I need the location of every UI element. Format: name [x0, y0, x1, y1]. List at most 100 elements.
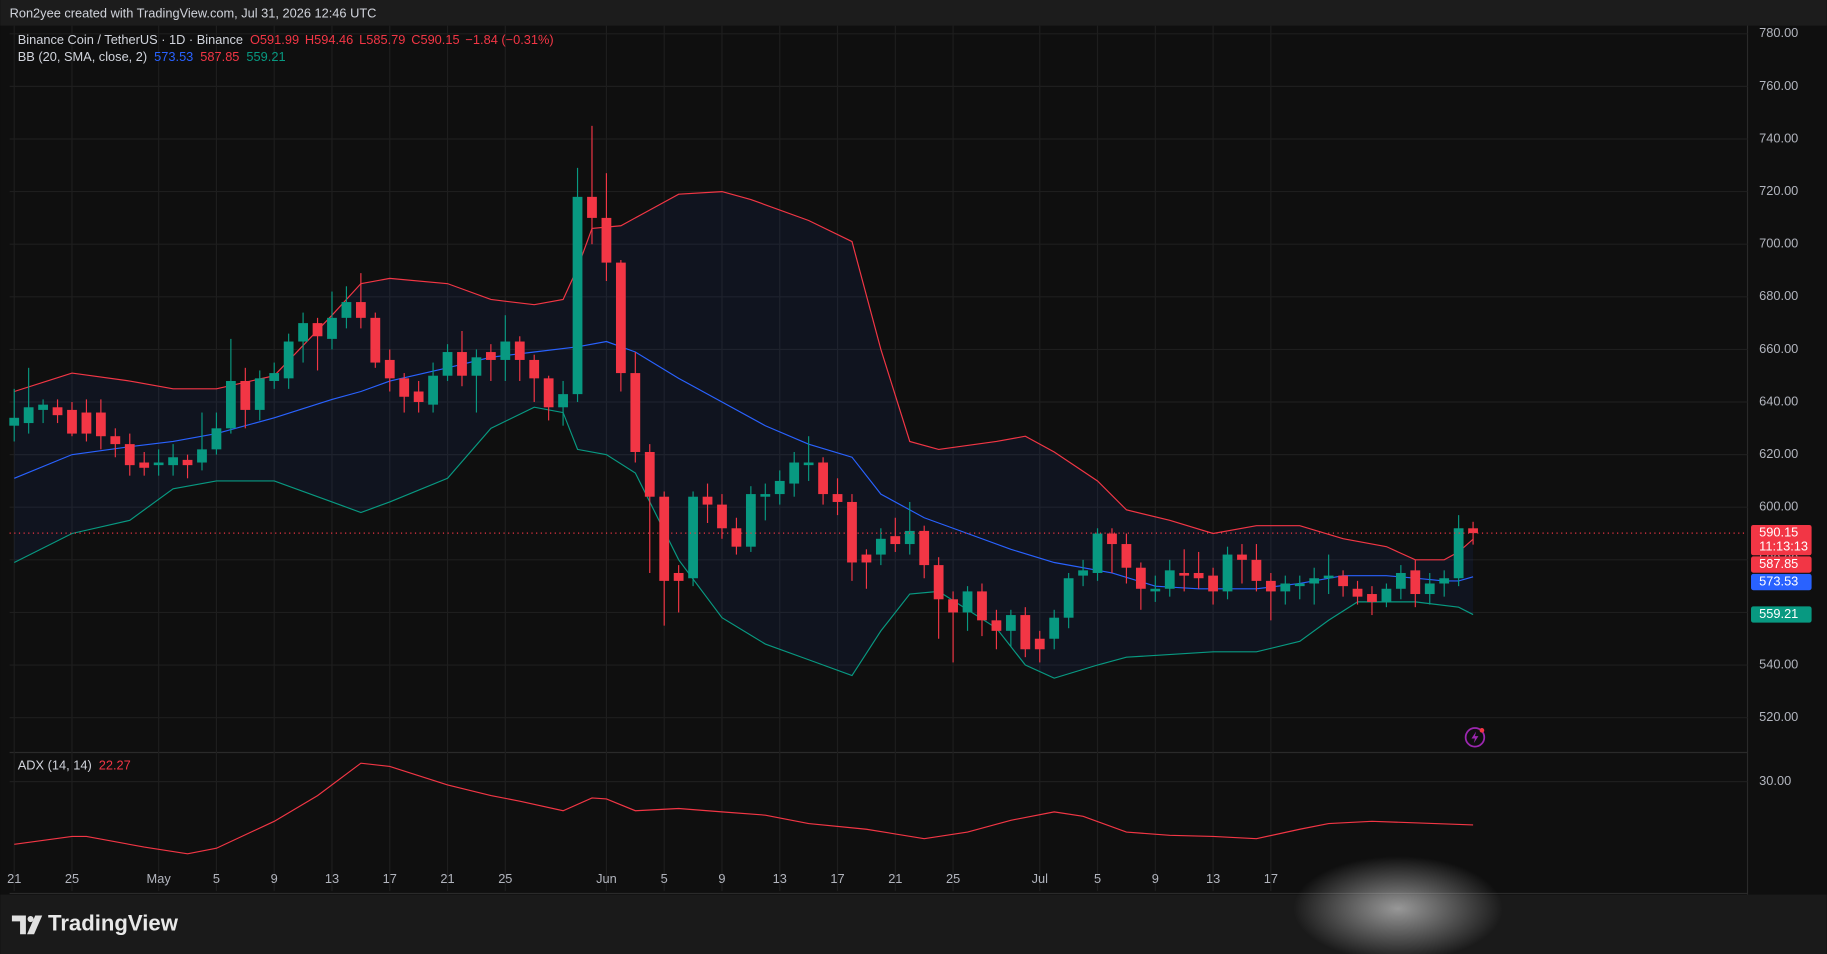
candle-body [124, 444, 135, 466]
logo-mark-2 [27, 916, 34, 923]
adx-legend: ADX (14, 14) 22.27 [18, 758, 131, 773]
candle-body [139, 462, 150, 468]
x-tick-label: 25 [65, 871, 79, 886]
x-tick-label: 13 [773, 871, 787, 886]
candle-body [1352, 588, 1363, 597]
brand-name: TradingView [48, 911, 179, 936]
ohlc-high: H594.46 [305, 32, 353, 47]
candle-body [1237, 554, 1247, 560]
price-axis: 520.00540.00560.00580.00600.00620.00640.… [7, 25, 1812, 886]
y-tick-label: 660.00 [1759, 341, 1798, 356]
ohlc-open: O591.99 [250, 32, 299, 47]
candle-body [789, 462, 800, 484]
x-tick-label: 9 [1152, 871, 1159, 886]
candle-body [52, 407, 63, 416]
ohlc-low: L585.79 [359, 32, 405, 47]
candle-body [1424, 583, 1435, 595]
y-tick-label: 740.00 [1759, 130, 1798, 145]
candle-body [1049, 617, 1060, 639]
candle-body [933, 565, 944, 600]
ohlc-close: C590.15 [411, 32, 459, 47]
candle-body [601, 217, 612, 263]
candle-body [1179, 572, 1190, 576]
x-tick-label: 17 [383, 871, 397, 886]
candle-body [1005, 615, 1016, 631]
candle-body [9, 417, 20, 426]
candle-body [283, 341, 294, 379]
x-tick-label: 5 [213, 871, 220, 886]
adx-label: ADX (14, 14) [18, 758, 92, 773]
bb-upper-value: 587.85 [200, 50, 239, 65]
candle-body [818, 462, 828, 495]
x-tick-label: 5 [661, 871, 668, 886]
x-tick-label: 13 [325, 871, 339, 886]
candle-body [1381, 588, 1392, 602]
grid [9, 25, 1748, 892]
candle-body [23, 407, 34, 424]
candle-body [240, 380, 251, 410]
candle-body [832, 494, 843, 502]
candle-body [341, 302, 352, 318]
price-tag-label: 587.85 [1759, 556, 1798, 571]
candle-body [110, 436, 121, 445]
price-tag [1751, 524, 1812, 556]
candle-body [948, 599, 958, 613]
y-tick-label: 780.00 [1759, 25, 1798, 40]
candle-body [1063, 578, 1074, 618]
candle-body [875, 538, 886, 555]
candle-body [919, 530, 930, 566]
price-tag-label: 590.15 [1759, 525, 1798, 540]
bb-lower-value: 559.21 [246, 50, 285, 65]
bb-fill [14, 191, 1474, 679]
plot-area [9, 125, 1748, 855]
candle-body [1453, 528, 1464, 579]
candle-body [1410, 570, 1421, 595]
candle-body [644, 451, 655, 497]
candle-body [95, 412, 106, 437]
candle-body [471, 357, 482, 376]
candle-body [1135, 567, 1146, 589]
candle-body [38, 404, 48, 410]
candle-body [702, 496, 713, 505]
candle-body [1092, 533, 1103, 573]
candle-body [399, 378, 410, 397]
candle-body [1150, 588, 1161, 592]
candle-body [1034, 638, 1045, 650]
y-tick-label: 600.00 [1759, 499, 1798, 514]
alert-dot [1479, 728, 1485, 733]
candle-body [1121, 544, 1132, 568]
candle-body [457, 352, 467, 376]
candle-body [168, 457, 178, 466]
alert-icon[interactable] [1464, 727, 1486, 748]
candle-body [254, 378, 265, 410]
bb-legend: BB (20, SMA, close, 2) 573.53 587.85 559.21 [18, 50, 286, 65]
candle-body [1367, 594, 1377, 602]
candle-body [1280, 583, 1291, 592]
candle-body [1294, 583, 1305, 587]
candle-body [1251, 559, 1262, 581]
candle-body [370, 317, 381, 363]
candle-body [688, 496, 698, 579]
candle-body [1439, 578, 1450, 584]
candle-body [731, 528, 742, 547]
y-tick-label: 620.00 [1759, 446, 1798, 461]
candle-body [225, 380, 236, 429]
candle-body [298, 323, 308, 342]
y-tick-label: 540.00 [1759, 656, 1798, 671]
bb-middle [14, 340, 1474, 590]
candle-body [1222, 554, 1233, 592]
candle-body [327, 317, 337, 339]
candle-body [890, 536, 901, 545]
footer-bar [0, 894, 1827, 954]
candle-body [543, 378, 554, 408]
symbol-legend: Binance Coin / TetherUS · 1D · Binance O5… [18, 32, 554, 47]
candle-body [1078, 570, 1088, 576]
candle-body [384, 359, 395, 379]
x-tick-label: 17 [830, 871, 844, 886]
x-tick-label: 21 [7, 871, 21, 886]
candle-body [587, 196, 597, 218]
candle-body [1107, 533, 1117, 545]
logo-mark-1 [11, 915, 26, 935]
logo-mark-3 [27, 915, 43, 935]
